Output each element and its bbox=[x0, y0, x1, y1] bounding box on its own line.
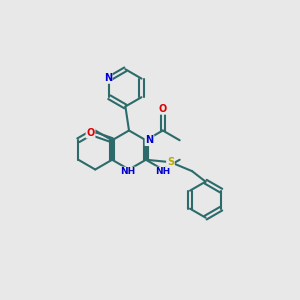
Text: NH: NH bbox=[155, 167, 170, 176]
Text: S: S bbox=[167, 157, 174, 167]
Text: NH: NH bbox=[120, 167, 135, 176]
Text: N: N bbox=[146, 135, 154, 145]
Text: O: O bbox=[86, 128, 94, 138]
Text: N: N bbox=[104, 73, 112, 83]
Text: O: O bbox=[159, 104, 167, 114]
